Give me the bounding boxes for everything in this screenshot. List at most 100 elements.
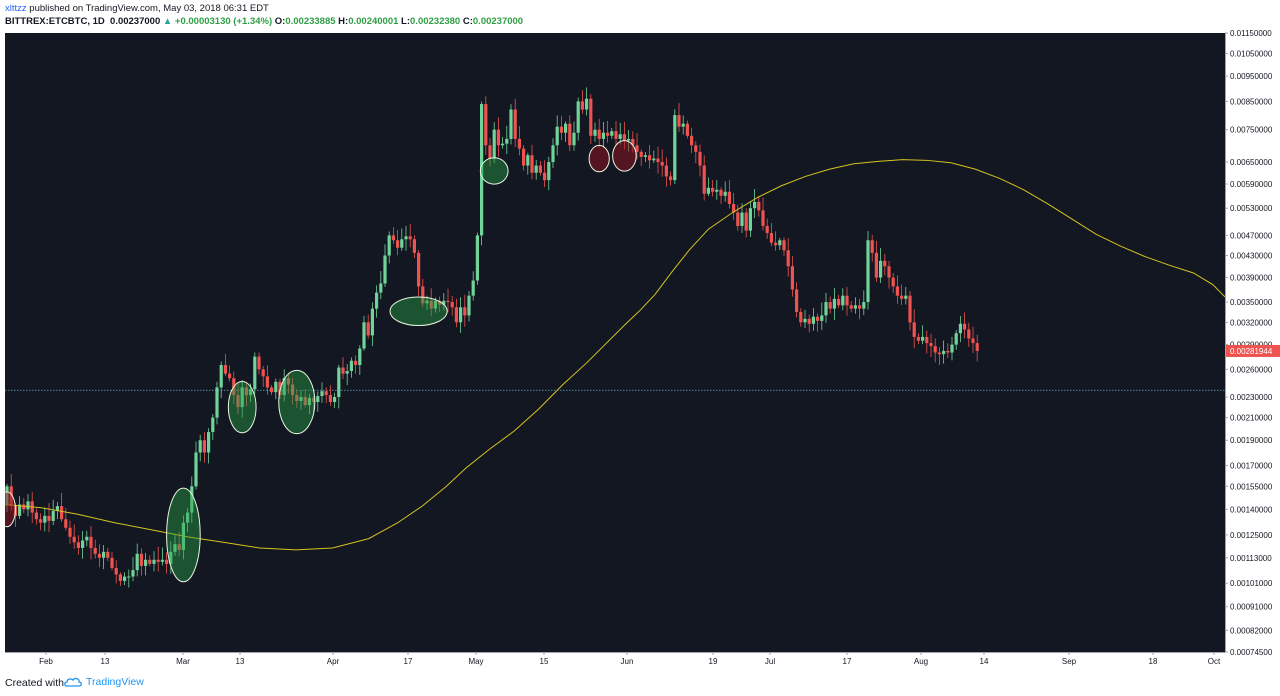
price-tick-label: 0.00650000 bbox=[1230, 158, 1273, 167]
candle-down bbox=[450, 302, 454, 308]
candle-down bbox=[236, 395, 240, 408]
candle-down bbox=[286, 378, 290, 385]
candle-down bbox=[606, 132, 610, 136]
price-tick-label: 0.00950000 bbox=[1230, 72, 1273, 81]
candle-up bbox=[190, 486, 194, 513]
change-value: +0.00003130 (+1.34%) bbox=[174, 16, 273, 27]
candle-down bbox=[790, 266, 794, 290]
green-highlight-ellipse bbox=[278, 369, 316, 435]
cloud-icon bbox=[64, 677, 82, 687]
price-tick-label: 0.00190000 bbox=[1230, 436, 1273, 445]
candle-up bbox=[333, 397, 337, 402]
time-tick-label: Jul bbox=[765, 657, 775, 666]
candle-down bbox=[702, 165, 706, 194]
candle-up bbox=[307, 398, 311, 406]
candle-down bbox=[165, 559, 169, 564]
candle-up bbox=[18, 504, 22, 516]
candle-up bbox=[547, 162, 551, 181]
author-link[interactable]: xlttzz bbox=[5, 3, 27, 14]
price-tick-label: 0.00390000 bbox=[1230, 274, 1273, 283]
candle-down bbox=[408, 236, 412, 240]
candle-down bbox=[391, 235, 395, 241]
candle-down bbox=[177, 544, 181, 550]
candle-down bbox=[782, 240, 786, 251]
candle-down bbox=[22, 504, 26, 510]
candle-down bbox=[891, 277, 895, 287]
candle-up bbox=[866, 240, 870, 303]
last-price: 0.00237000 bbox=[110, 16, 161, 27]
candle-up bbox=[442, 300, 446, 305]
candle-down bbox=[97, 553, 101, 558]
candle-up bbox=[55, 506, 59, 511]
candle-down bbox=[312, 398, 316, 402]
candle-up bbox=[215, 387, 219, 418]
candle-down bbox=[421, 286, 425, 304]
candle-up bbox=[740, 212, 744, 226]
chart-area[interactable]: 0.01150000 0.01050000 0.00950000 0.00850000… bbox=[0, 30, 1280, 670]
candle-down bbox=[341, 367, 345, 374]
candle-down bbox=[148, 559, 152, 564]
candle-down bbox=[614, 131, 618, 139]
candle-up bbox=[379, 283, 383, 293]
candle-up bbox=[715, 189, 719, 192]
candle-down bbox=[664, 165, 668, 177]
candle-down bbox=[517, 138, 521, 149]
candle-down bbox=[265, 376, 269, 388]
candle-down bbox=[967, 329, 971, 339]
candle-down bbox=[761, 210, 765, 226]
candle-up bbox=[211, 417, 215, 433]
candle-down bbox=[257, 356, 261, 370]
candle-down bbox=[698, 151, 702, 166]
candle-down bbox=[110, 557, 114, 569]
candle-down bbox=[522, 148, 526, 166]
price-tick-label: 0.00113000 bbox=[1230, 554, 1272, 563]
created-with-text: Created with bbox=[5, 677, 64, 689]
candle-down bbox=[895, 286, 899, 296]
price-tick-label: 0.00470000 bbox=[1230, 231, 1273, 240]
candlestick-chart[interactable]: 0.01150000 0.01050000 0.00950000 0.00850000… bbox=[0, 30, 1280, 670]
green-highlight-ellipse bbox=[389, 296, 448, 327]
price-tick-label: 0.00074500 bbox=[1230, 648, 1273, 657]
candle-up bbox=[253, 356, 257, 390]
time-tick-label: Feb bbox=[39, 657, 53, 666]
candle-down bbox=[799, 311, 803, 323]
candle-down bbox=[139, 553, 143, 566]
candle-down bbox=[937, 352, 941, 355]
candle-down bbox=[72, 536, 76, 543]
time-tick-label: Aug bbox=[914, 657, 928, 666]
candle-down bbox=[597, 129, 601, 139]
price-tick-label: 0.00170000 bbox=[1230, 461, 1273, 470]
candle-down bbox=[114, 568, 118, 575]
ohlc-line: BITTREX:ETCBTC, 1D 0.00237000 ▲ +0.00003… bbox=[5, 16, 523, 27]
candle-up bbox=[618, 134, 622, 139]
candle-down bbox=[106, 551, 110, 558]
candle-up bbox=[198, 440, 202, 453]
candle-up bbox=[131, 570, 135, 577]
tradingview-link[interactable]: TradingView bbox=[64, 676, 144, 688]
candle-down bbox=[559, 126, 563, 133]
candle-up bbox=[316, 396, 320, 402]
candle-down bbox=[530, 155, 534, 173]
candle-up bbox=[492, 129, 496, 159]
candle-down bbox=[774, 242, 778, 246]
candle-up bbox=[673, 115, 677, 181]
time-tick-label: Mar bbox=[176, 657, 190, 666]
candle-down bbox=[68, 527, 72, 537]
green-highlight-ellipse bbox=[227, 380, 257, 434]
published-text: published on TradingView.com, May 03, 20… bbox=[29, 3, 269, 14]
candle-up bbox=[320, 391, 324, 397]
candle-up bbox=[526, 155, 530, 166]
candle-down bbox=[270, 387, 274, 393]
candle-down bbox=[807, 318, 811, 324]
candle-down bbox=[244, 387, 248, 396]
price-tick-label: 0.00210000 bbox=[1230, 414, 1273, 423]
candle-down bbox=[732, 203, 736, 213]
candle-down bbox=[60, 506, 64, 520]
candle-up bbox=[127, 576, 131, 578]
plot-layer bbox=[5, 87, 1225, 588]
candle-down bbox=[463, 307, 467, 316]
time-tick-label: Jun bbox=[621, 657, 634, 666]
candle-down bbox=[744, 212, 748, 231]
candle-up bbox=[194, 452, 198, 487]
footer: Created with TradingView bbox=[0, 670, 1280, 696]
